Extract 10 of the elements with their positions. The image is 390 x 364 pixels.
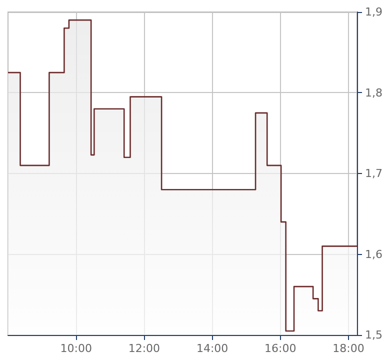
y-tick-label: 1,5 <box>365 328 382 342</box>
x-tick-label: 18:00 <box>332 342 364 355</box>
x-tick-label: 12:00 <box>128 342 160 355</box>
y-tick-label: 1,9 <box>365 6 382 18</box>
x-tick-label: 10:00 <box>60 342 92 355</box>
y-tick-label: 1,6 <box>365 248 382 261</box>
y-tick-label: 1,7 <box>365 167 382 180</box>
x-tick-label: 14:00 <box>196 342 228 355</box>
x-tick-label: 16:00 <box>264 342 296 355</box>
y-tick-label: 1,8 <box>365 86 382 100</box>
